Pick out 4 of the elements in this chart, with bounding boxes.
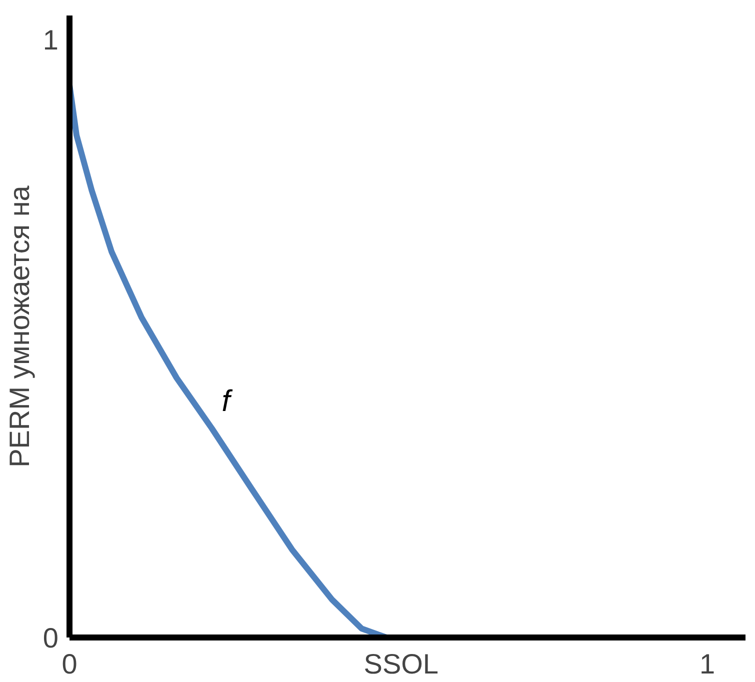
x-tick-label: 1 xyxy=(699,648,716,680)
series-label: f xyxy=(222,385,233,418)
x-tick-label: SSOL xyxy=(364,648,438,680)
y-axis-title: PERM умножается на xyxy=(4,185,35,468)
